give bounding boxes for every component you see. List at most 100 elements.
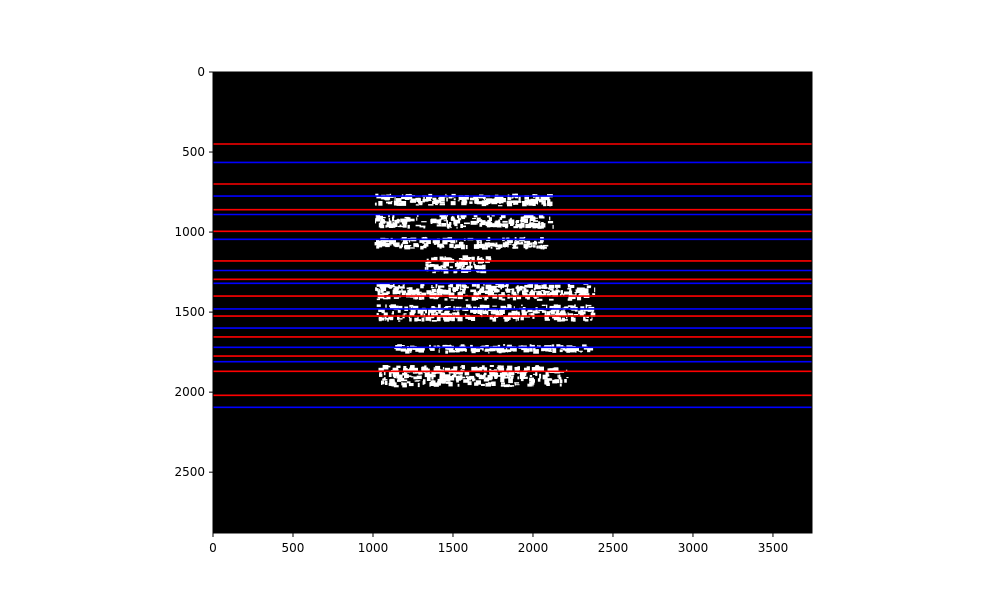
speckle <box>514 383 516 386</box>
speckle <box>452 258 454 260</box>
speckle <box>419 347 425 351</box>
speckle <box>487 374 493 380</box>
text-blob <box>374 236 549 250</box>
speckle <box>508 312 512 317</box>
x-tick-label: 2500 <box>598 541 629 555</box>
speckle <box>454 312 460 316</box>
speckle <box>376 238 380 243</box>
speckle <box>456 239 458 243</box>
speckle <box>408 383 414 387</box>
speckle <box>573 314 579 316</box>
speckle <box>432 197 437 201</box>
speckle <box>545 346 549 352</box>
speckle <box>478 375 485 380</box>
speckle <box>450 299 455 301</box>
speckle <box>537 311 540 314</box>
speckle <box>383 312 388 316</box>
speckle <box>555 312 559 317</box>
speckle <box>403 284 405 286</box>
speckle <box>379 373 383 377</box>
speckle <box>518 196 521 201</box>
speckle <box>547 221 554 224</box>
speckle <box>394 204 398 206</box>
speckle <box>457 375 463 380</box>
speckle <box>437 309 442 312</box>
speckle <box>476 283 480 289</box>
speckle <box>488 242 490 245</box>
speckle <box>499 365 504 370</box>
speckle <box>552 292 559 297</box>
speckle <box>532 202 536 206</box>
speckle <box>434 219 440 222</box>
speckle <box>559 379 563 384</box>
speckle <box>484 304 490 309</box>
speckle <box>387 196 394 198</box>
speckle <box>416 244 419 248</box>
speckle <box>507 373 509 377</box>
speckle <box>487 292 491 297</box>
speckle <box>516 201 521 203</box>
speckle <box>386 240 388 242</box>
speckle <box>394 347 400 350</box>
speckle <box>524 289 529 293</box>
speckle <box>525 223 532 229</box>
speckle <box>530 198 535 203</box>
speckle <box>526 366 530 371</box>
speckle <box>464 371 470 376</box>
speckle <box>450 218 456 221</box>
speckle <box>529 291 533 293</box>
speckle <box>454 221 458 227</box>
speckle <box>439 203 445 206</box>
speckle <box>547 199 551 204</box>
speckle <box>510 200 514 204</box>
speckle <box>517 366 520 371</box>
speckle <box>476 221 478 225</box>
speckle <box>397 379 402 382</box>
speckle <box>574 349 576 353</box>
speckle <box>416 288 420 293</box>
speckle <box>475 380 481 385</box>
speckle <box>464 313 467 317</box>
speckle <box>396 204 402 206</box>
speckle <box>425 261 432 264</box>
speckle <box>420 284 424 289</box>
speckle <box>517 317 519 320</box>
speckle <box>426 376 431 381</box>
speckle <box>376 312 379 315</box>
speckle <box>515 224 521 228</box>
speckle <box>458 372 463 375</box>
speckle <box>444 367 451 371</box>
speckle <box>502 198 506 203</box>
speckle <box>500 214 506 219</box>
speckle <box>457 292 463 297</box>
speckle <box>445 306 451 308</box>
speckle <box>430 307 436 313</box>
speckle <box>479 223 483 227</box>
speckle <box>538 241 544 244</box>
speckle <box>381 381 385 385</box>
speckle <box>442 376 447 379</box>
speckle <box>530 216 536 221</box>
speckle <box>592 293 596 295</box>
speckle <box>389 239 395 245</box>
speckle <box>521 371 527 376</box>
speckle <box>510 347 512 352</box>
speckle <box>465 245 468 250</box>
speckle <box>407 289 413 294</box>
speckle <box>522 376 528 379</box>
speckle <box>529 344 535 348</box>
speckle <box>439 368 441 370</box>
speckle <box>590 319 593 321</box>
speckle <box>587 346 594 351</box>
speckle <box>573 347 576 352</box>
speckle <box>392 214 395 218</box>
speckle <box>526 203 529 206</box>
speckle <box>406 194 412 196</box>
speckle <box>459 306 462 309</box>
speckle <box>434 264 439 268</box>
speckle <box>448 348 454 353</box>
speckle <box>503 344 506 346</box>
speckle <box>431 376 434 380</box>
speckle <box>505 376 511 379</box>
speckle <box>398 318 403 320</box>
